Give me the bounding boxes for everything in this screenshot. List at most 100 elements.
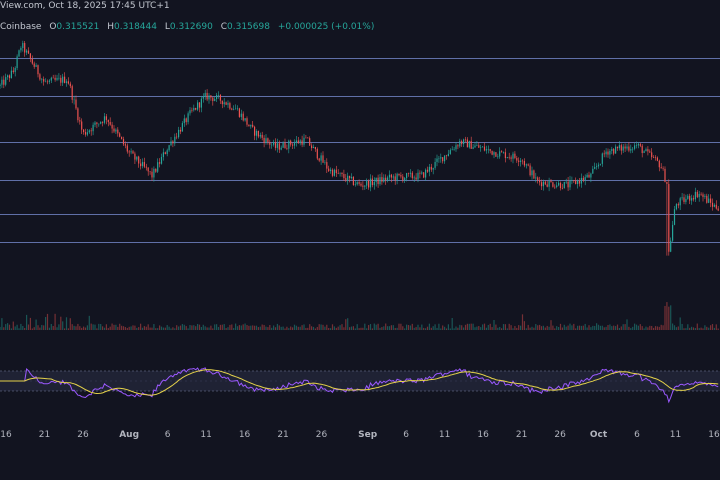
candle-down: [109, 117, 111, 126]
candle-body: [248, 124, 250, 127]
candle-up: [366, 178, 368, 190]
candle-body: [105, 116, 107, 120]
candle-down: [696, 189, 698, 199]
volume-bar: [56, 327, 58, 330]
candle-body: [660, 167, 662, 169]
volume-bar: [552, 325, 554, 330]
candle-body: [331, 169, 334, 176]
candle-up: [409, 169, 411, 178]
candle-body: [510, 157, 512, 159]
candle-up: [615, 144, 617, 154]
x-tick-label: 21: [277, 430, 288, 440]
volume-bar: [1, 318, 3, 330]
candle-up: [449, 148, 451, 155]
candle-down: [352, 176, 354, 186]
candle-body: [174, 136, 176, 144]
candle-body: [0, 84, 1, 87]
candle-body: [216, 95, 218, 100]
candle-down: [588, 171, 590, 178]
candle-body: [221, 100, 223, 105]
candle-up: [65, 79, 68, 87]
candle-body: [387, 177, 389, 181]
candle-body: [81, 121, 83, 130]
candle-body: [147, 167, 149, 172]
volume-bar: [197, 323, 199, 330]
volume-bar: [29, 317, 31, 330]
candle-up: [16, 54, 18, 71]
candle-up: [130, 148, 132, 155]
volume-bar: [172, 327, 174, 330]
volume-bar: [284, 328, 286, 330]
volume-bar: [276, 323, 278, 330]
candle-up: [634, 142, 636, 151]
candle-body: [7, 75, 9, 78]
volume-bar: [406, 324, 408, 330]
candle-up: [227, 100, 229, 108]
candle-down: [666, 181, 668, 256]
volume-bar: [151, 327, 153, 330]
volume-bar: [514, 326, 516, 330]
volume-bar: [601, 325, 603, 330]
candle-body: [592, 168, 594, 174]
volume-bar: [525, 328, 527, 330]
volume-bar: [50, 323, 52, 330]
candle-down: [624, 143, 626, 153]
candle-up: [609, 149, 611, 159]
volume-bar: [387, 326, 389, 330]
volume-bar: [187, 328, 189, 330]
volume-bar: [653, 327, 655, 330]
candle-up: [691, 194, 693, 205]
candle-body: [649, 151, 651, 153]
candle-body: [421, 172, 423, 174]
volume-bar: [480, 327, 482, 330]
x-tick-label: 21: [39, 430, 50, 440]
candle-up: [497, 153, 499, 159]
volume-bar: [694, 328, 696, 330]
volume-bar: [470, 323, 472, 330]
candle-body: [45, 81, 47, 83]
candle-up: [406, 172, 408, 182]
candle-down: [335, 165, 337, 178]
candle-up: [1, 76, 3, 88]
volume-bar: [482, 324, 484, 330]
candle-up: [299, 139, 301, 146]
candle-body: [470, 140, 472, 149]
volume-bar: [706, 326, 708, 330]
candle-up: [136, 156, 138, 162]
candle-down: [349, 175, 351, 183]
candle-down: [46, 79, 49, 85]
candle-body: [235, 108, 237, 110]
candle-body: [257, 130, 259, 137]
volume-bar: [67, 328, 69, 330]
candle-down: [341, 172, 343, 177]
candle-body: [166, 150, 168, 154]
low-label: L: [164, 22, 170, 32]
volume-bar: [299, 326, 301, 330]
volume-bar: [185, 326, 187, 330]
volume-bar: [149, 327, 151, 330]
candle-up: [586, 172, 588, 179]
volume-bar: [717, 328, 719, 330]
candle-body: [580, 177, 582, 184]
candle-body: [710, 198, 712, 203]
candle-down: [27, 47, 30, 55]
volume-bar: [191, 325, 193, 330]
candle-down: [533, 169, 535, 180]
candle-up: [166, 148, 168, 157]
candle-down: [345, 174, 347, 183]
candle-body: [417, 172, 419, 180]
volume-bar: [320, 324, 322, 330]
candle-body: [140, 163, 142, 167]
volume-bar: [573, 323, 575, 330]
candle-body: [404, 178, 406, 181]
candle-up: [339, 172, 341, 177]
candle-down: [172, 140, 174, 148]
volume-bar: [451, 318, 453, 330]
volume-bar: [130, 326, 132, 330]
x-tick-label: 26: [77, 430, 89, 440]
volume-bar: [14, 326, 16, 330]
candle-up: [626, 143, 628, 151]
volume-bar: [22, 326, 24, 330]
volume-bar: [254, 325, 256, 330]
